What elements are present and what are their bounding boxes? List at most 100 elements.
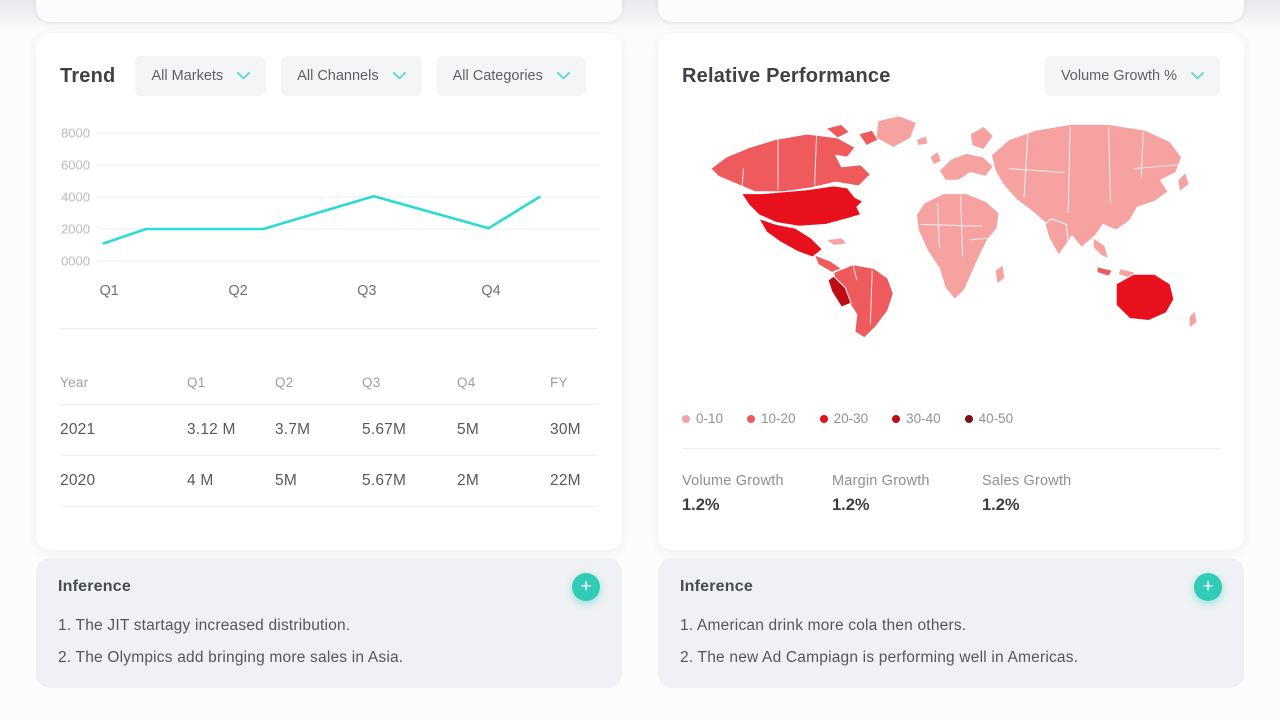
svg-text:0000: 0000	[61, 254, 90, 269]
trend-inference-panel: Inference + 1. The JIT startagy increase…	[36, 558, 622, 688]
region-europe[interactable]	[938, 152, 994, 181]
legend-item: 20-30	[819, 411, 869, 426]
trend-table: Year Q1 Q2 Q3 Q4 FY 2021 3.12 M 3.7M 5.67M 5M 30M 2…	[60, 369, 598, 507]
svg-text:8000: 8000	[61, 126, 90, 141]
table-cell: 3.7M	[275, 421, 311, 438]
all-markets-dropdown[interactable]: All Markets	[135, 56, 267, 96]
table-row: 2021 3.12 M 3.7M 5.67M 5M 30M	[60, 404, 598, 455]
chart-table-divider	[60, 328, 598, 329]
column-header: Q4	[457, 375, 476, 390]
legend-label: 20-30	[833, 411, 869, 426]
column-header: Q3	[362, 375, 381, 390]
world-map[interactable]	[682, 111, 1220, 371]
margin-growth-stat: Margin Growth 1.2%	[832, 473, 982, 515]
table-body: 2021 3.12 M 3.7M 5.67M 5M 30M 2020 4 M 5M 5.67M 2M…	[60, 404, 598, 507]
svg-text:Q1: Q1	[100, 283, 119, 299]
top-band	[0, 0, 1280, 30]
metric-dropdown[interactable]: Volume Growth %	[1044, 56, 1220, 96]
chevron-down-icon	[1191, 72, 1204, 80]
region-canada-islands[interactable]	[825, 123, 850, 139]
region-canada-islands[interactable]	[858, 129, 879, 147]
legend-dot-icon	[747, 414, 756, 423]
table-cell: 2M	[457, 472, 479, 489]
legend-dot-icon	[892, 414, 901, 423]
column-header: Q2	[275, 375, 294, 390]
inference-item: 1. The JIT startagy increased distributi…	[58, 617, 351, 634]
region-uk[interactable]	[929, 150, 942, 166]
inference-title: Inference	[680, 578, 753, 595]
table-cell: 22M	[550, 472, 581, 489]
volume-growth-value: 1.2%	[682, 496, 720, 514]
column-header: FY	[550, 375, 568, 390]
svg-text:4000: 4000	[61, 190, 90, 205]
chevron-down-icon	[556, 72, 570, 80]
region-central-america[interactable]	[814, 254, 842, 273]
region-usa[interactable]	[741, 185, 864, 227]
trend-title: Trend	[60, 64, 116, 87]
region-new-zealand[interactable]	[1188, 310, 1198, 329]
region-asia[interactable]	[990, 123, 1183, 248]
region-iceland[interactable]	[915, 135, 929, 147]
relative-performance-header: Relative Performance Volume Growth %	[682, 33, 1220, 99]
dashboard: Trend All Markets All Channels All Categ…	[36, 33, 1244, 688]
region-canada[interactable]	[710, 133, 871, 193]
margin-growth-label: Margin Growth	[832, 473, 930, 489]
region-caribbean[interactable]	[825, 237, 848, 246]
region-africa[interactable]	[915, 193, 1000, 300]
chevron-down-icon	[392, 72, 406, 80]
trend-card-header: Trend All Markets All Channels All Categ…	[60, 33, 598, 99]
legend-label: 30-40	[906, 411, 941, 426]
table-cell: 30M	[550, 421, 581, 438]
cut-off-card-above-right	[658, 0, 1244, 22]
region-india[interactable]	[1044, 218, 1069, 256]
relative-performance-column: Relative Performance Volume Growth %	[658, 33, 1244, 688]
region-peru[interactable]	[827, 275, 852, 308]
region-japan[interactable]	[1177, 172, 1190, 193]
table-cell: 5M	[457, 421, 479, 438]
region-madagascar[interactable]	[994, 264, 1006, 285]
add-inference-button[interactable]: +	[572, 573, 600, 601]
inference-item: 1. American drink more cola then others.	[680, 617, 967, 634]
table-header-cells: Year Q1 Q2 Q3 Q4 FY	[60, 369, 598, 404]
legend-label: 10-20	[761, 411, 796, 426]
legend-dot-icon	[819, 414, 828, 423]
legend-item: 0-10	[682, 411, 723, 426]
trend-line-chart: 0000 2000 4000 6000 8000 Q1 Q2 Q3 Q4	[60, 121, 598, 312]
svg-text:2000: 2000	[61, 222, 90, 237]
legend-dot-icon	[682, 414, 690, 423]
add-inference-button[interactable]: +	[1194, 573, 1222, 601]
volume-growth-label: Volume Growth	[682, 473, 784, 489]
inference-header: Inference +	[680, 573, 1222, 601]
table-cell: 2020	[60, 472, 96, 489]
region-australia[interactable]	[1115, 273, 1175, 321]
inference-item: 2. The new Ad Campiagn is performing wel…	[680, 649, 1079, 666]
legend-label: 0-10	[696, 411, 724, 426]
region-indonesia[interactable]	[1096, 266, 1113, 277]
margin-growth-value: 1.2%	[832, 496, 870, 514]
column-header: Year	[60, 375, 89, 390]
region-mexico[interactable]	[758, 218, 823, 258]
all-categories-dropdown[interactable]: All Categories	[436, 56, 586, 96]
region-se-asia[interactable]	[1092, 237, 1110, 260]
legend-item: 30-40	[892, 411, 941, 426]
all-channels-label: All Channels	[297, 68, 379, 84]
sales-growth-label: Sales Growth	[982, 473, 1072, 489]
legend-dot-icon	[964, 414, 973, 423]
chevron-down-icon	[237, 72, 251, 80]
table-row: 2020 4 M 5M 5.67M 2M 22M	[60, 455, 598, 507]
relative-performance-title: Relative Performance	[682, 64, 891, 87]
inference-items: 1. The JIT startagy increased distributi…	[58, 617, 600, 667]
region-greenland[interactable]	[875, 115, 917, 148]
all-channels-dropdown[interactable]: All Channels	[281, 56, 422, 96]
legend-label: 40-50	[978, 411, 1014, 426]
inference-items: 1. American drink more cola then others.…	[680, 617, 1222, 667]
region-scandinavia[interactable]	[969, 125, 994, 150]
sales-growth-value: 1.2%	[982, 496, 1020, 514]
svg-text:Q4: Q4	[481, 283, 500, 299]
relative-performance-card: Relative Performance Volume Growth %	[658, 33, 1244, 550]
trend-column: Trend All Markets All Channels All Categ…	[36, 33, 622, 688]
all-categories-label: All Categories	[452, 68, 543, 84]
table-cell: 5.67M	[362, 472, 407, 489]
table-cell: 3.12 M	[187, 421, 236, 438]
trend-filters: All Markets All Channels All Categories	[135, 56, 586, 96]
